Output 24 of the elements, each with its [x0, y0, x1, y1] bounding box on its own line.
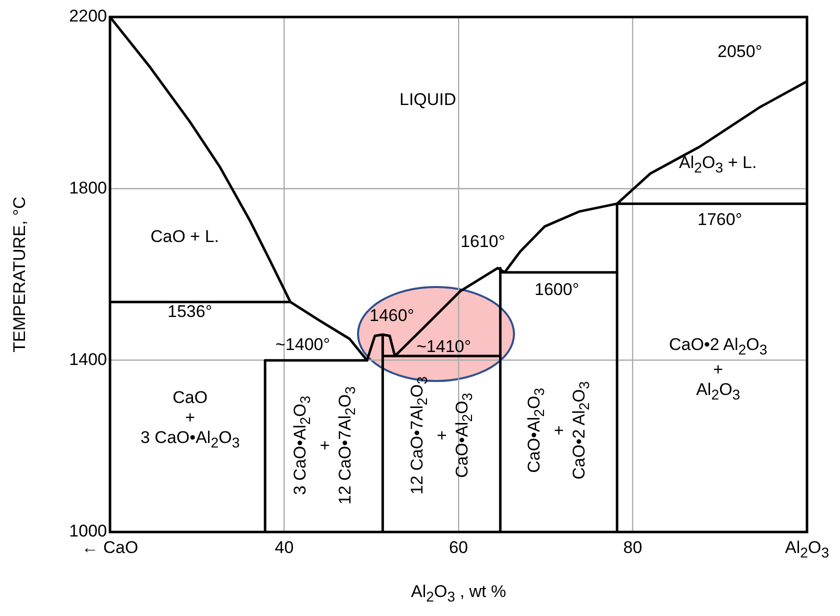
annotation: 1600°	[534, 280, 580, 300]
annotation: CaO + L.	[150, 227, 220, 247]
annotation: 1760°	[698, 210, 742, 230]
annotation: Al$_{2}$O$_{3}$ + L.	[679, 152, 757, 178]
x-tick-label: Al$_{2}$O$_{3}$	[785, 538, 830, 564]
y-tick-label: 1800	[69, 178, 107, 198]
x-tick-label: ← CaO	[82, 538, 138, 558]
annotation: LIQUID	[400, 90, 456, 110]
annotation: 2050°	[718, 42, 762, 62]
annotation: 1536°	[168, 302, 212, 322]
y-tick-label: 2200	[69, 6, 107, 26]
text: CaO•2 Al$_{2}$O$_{3}$ + Al$_{2}$O$_{3}$	[669, 334, 768, 404]
y-tick-label: 1000	[69, 522, 107, 541]
annotation: 1610°	[460, 232, 506, 252]
annotation: ~1400°	[276, 335, 330, 355]
annotation: ~1410°	[416, 337, 472, 357]
x-tick-label: 80	[623, 538, 642, 558]
annotation: 1460°	[370, 306, 414, 326]
y-axis-title: TEMPERATURE, °C	[10, 196, 29, 352]
annotation: CaO + 3 CaO•Al$_{2}$O$_{3}$	[140, 388, 240, 453]
x-axis-title: Al$_{2}$O$_{3}$ , wt %	[411, 582, 506, 608]
x-tick-label: 60	[449, 538, 468, 558]
x-tick-label: 40	[274, 538, 294, 558]
y-tick-label: 1400	[69, 350, 107, 370]
